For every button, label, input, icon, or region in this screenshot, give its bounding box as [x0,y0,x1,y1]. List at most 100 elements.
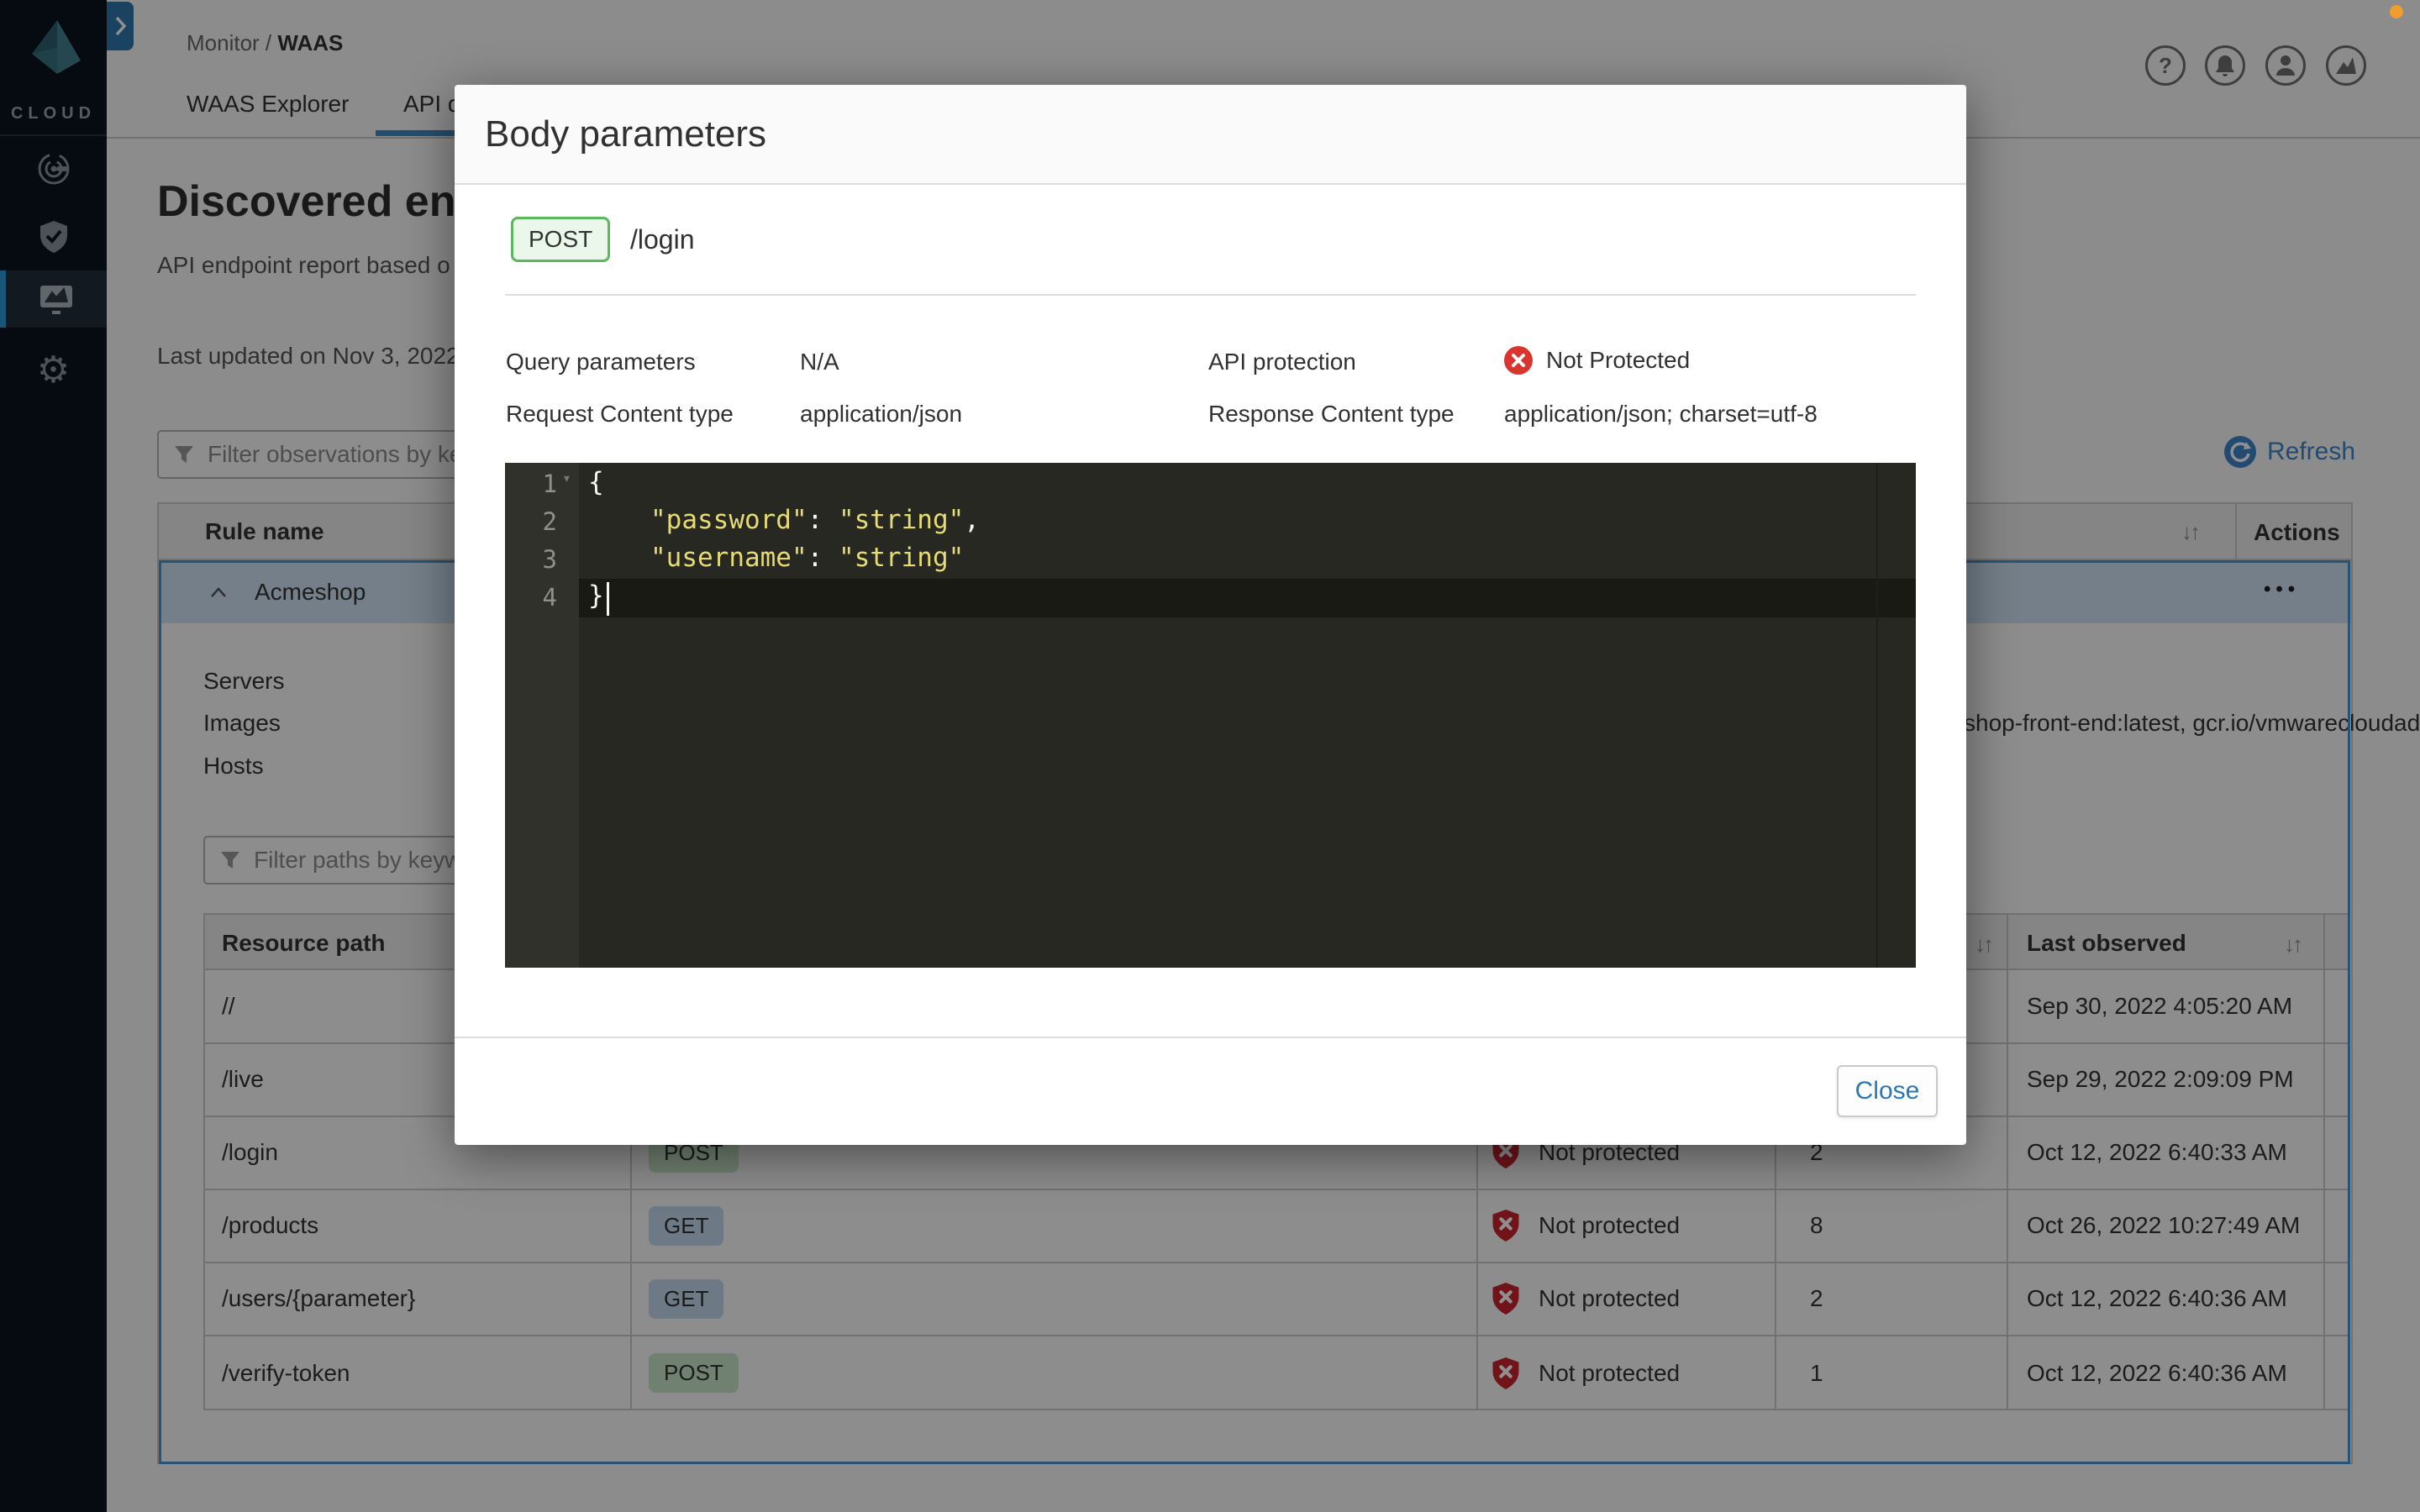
query-parameters-label: Query parameters [506,349,696,375]
column-divider [1775,915,1776,1410]
monitor-chart-icon [40,286,72,314]
column-divider [2007,915,2008,1410]
refresh-icon [2224,436,2256,468]
query-parameters-value: N/A [800,349,839,375]
active-tab-underline [376,130,466,136]
tab-api-discovery[interactable]: API d [403,91,461,117]
line-number: 2 [542,507,557,536]
cell-last-observed: Sep 29, 2022 2:09:09 PM [2027,1066,2294,1092]
sidebar: CLOUD ⚙ [0,0,107,1512]
refresh-label: Refresh [2267,438,2356,465]
bell-icon[interactable] [2205,45,2245,86]
cell-protection: Not protected [1491,1263,1680,1335]
link-hosts[interactable]: Hosts [203,753,264,779]
sort-icon[interactable]: ↓↑ [2181,519,2201,544]
code-line-3: "username": "string" [650,543,965,573]
column-divider [630,970,632,1410]
activity-chart-icon[interactable] [2326,45,2366,86]
row-actions-menu[interactable]: ••• [2264,578,2301,601]
sidebar-item-settings[interactable]: ⚙ [0,341,107,398]
table-row[interactable]: /products GET Not protected 8 Oct 26, 20… [205,1189,2349,1263]
cell-last-observed: Oct 12, 2022 6:40:36 AM [2027,1285,2287,1311]
col-rule-name[interactable]: Rule name [205,517,324,544]
cell-path: // [222,993,235,1019]
table-row[interactable]: /users/{parameter} GET Not protected 2 O… [205,1263,2349,1336]
sidebar-item-monitor[interactable] [0,270,107,328]
col-resource-path[interactable]: Resource path [222,930,386,956]
radar-icon [38,153,69,185]
modal-divider [505,294,1916,296]
cell-last-observed: Oct 26, 2022 10:27:49 AM [2027,1212,2301,1238]
shield-x-icon [1492,1283,1519,1315]
cell-last-observed: Sep 30, 2022 4:05:20 AM [2027,993,2293,1019]
endpoint-path: /login [630,224,695,255]
gear-icon: ⚙ [36,349,71,391]
cell-method: POST [649,1336,739,1410]
cell-path: /login [222,1139,278,1165]
request-ct-value: application/json [800,401,963,427]
cell-protection: Not protected [1491,1189,1680,1262]
cell-path: /products [222,1212,319,1238]
cell-protection: Not protected [1491,1336,1680,1410]
filter-paths-placeholder: Filter paths by keyw [254,847,462,873]
user-glyph [2276,55,2295,76]
not-protected-text: Not Protected [1546,347,1691,373]
refresh-button[interactable]: Refresh [2223,435,2355,469]
brand-name: CLOUD [10,104,97,123]
mountain-chart-glyph [2336,57,2356,74]
line-number: 4 [542,583,557,612]
code-line-1: { [588,467,604,497]
close-label: Close [1854,1077,1920,1105]
close-button[interactable]: Close [1837,1065,1938,1117]
method-badge-post: POST [511,217,611,262]
last-updated-text: Last updated on Nov 3, 2022 [157,343,460,369]
col-actions: Actions [2254,519,2340,545]
col-last-observed[interactable]: Last observed [2027,930,2186,956]
sidebar-divider [0,134,107,136]
funnel-icon [175,446,193,463]
breadcrumb[interactable]: Monitor / WAAS [187,30,343,56]
cell-hits: 8 [1810,1212,1823,1238]
modal-footer-divider [455,1037,1966,1038]
chevron-up-icon[interactable] [209,586,228,598]
modal-title: Body parameters [485,113,767,155]
page-title: Discovered endp [157,177,510,226]
sort-icon[interactable]: ↓↑ [2284,932,2303,957]
rule-name[interactable]: Acmeshop [255,578,366,605]
tab-waas-explorer[interactable]: WAAS Explorer [187,91,350,117]
link-images[interactable]: Images [203,710,281,736]
column-divider [1476,970,1478,1410]
sidebar-item-radar[interactable] [0,140,107,197]
sidebar-item-defend[interactable] [0,208,107,265]
cell-path: /users/{parameter} [222,1285,416,1311]
body-parameters-modal: Body parameters POST /login Query parame… [455,85,1966,1145]
sort-icon[interactable]: ↓↑ [1975,932,1994,957]
cell-last-observed: Oct 12, 2022 6:40:36 AM [2027,1359,2287,1386]
not-protected-badge: Not Protected [1504,346,1690,375]
column-divider [2323,915,2325,1410]
user-icon[interactable] [2265,45,2306,86]
body-schema-editor[interactable]: 1 2 3 4 ▾ { "password": "string", "usern… [505,463,1916,968]
modal-header: Body parameters [455,85,1966,185]
help-icon[interactable]: ? [2145,45,2186,86]
cell-hits: 2 [1810,1285,1823,1311]
editor-gutter: 1 2 3 4 ▾ [505,463,579,968]
fold-caret-icon[interactable]: ▾ [562,470,571,487]
chevron-right-icon [115,16,127,36]
question-glyph: ? [2159,52,2172,78]
sidebar-expand-button[interactable] [107,2,134,50]
request-ct-label: Request Content type [506,401,734,427]
cell-hits: 1 [1810,1359,1823,1386]
bell-glyph [2216,55,2234,76]
link-servers[interactable]: Servers [203,668,285,694]
shield-x-icon [1492,1210,1519,1242]
print-margin-line [1876,463,1878,968]
breadcrumb-page: WAAS [277,30,344,55]
code-line-2: "password": "string", [650,505,980,535]
breadcrumb-section[interactable]: Monitor / [187,30,272,55]
table-row[interactable]: /verify-token POST Not protected 1 Oct 1… [205,1336,2349,1410]
images-value-text: shop-front-end:latest, gcr.io/vmwareclou… [1964,710,2420,736]
error-circle-x-icon [1504,346,1533,375]
page-subtitle: API endpoint report based o [157,252,450,278]
brand-logo [32,20,81,74]
